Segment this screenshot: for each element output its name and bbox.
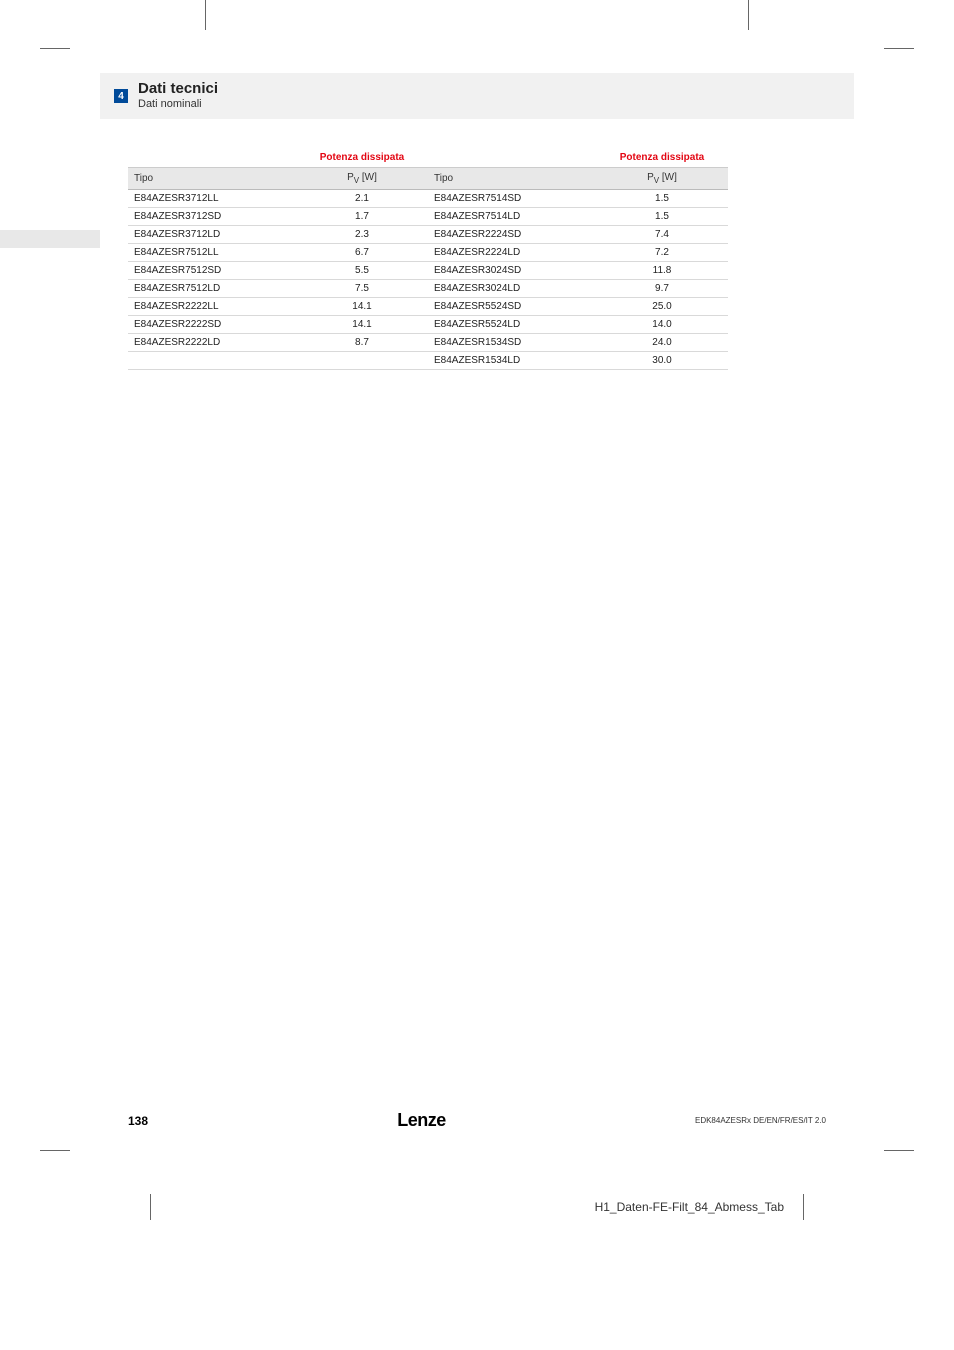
doc-code: EDK84AZESRx DE/EN/FR/ES/IT 2.0 (695, 1116, 826, 1125)
cell-tipo-r: E84AZESR7514LD (428, 208, 596, 226)
cell-tipo-r: E84AZESR3024LD (428, 280, 596, 298)
table-header-tipo-l: Tipo (128, 168, 296, 190)
cell-tipo-r: E84AZESR7514SD (428, 190, 596, 208)
cell-tipo-r: E84AZESR1534LD (428, 352, 596, 370)
cell-val-l: 14.1 (296, 316, 428, 334)
cell-tipo-l: E84AZESR2222LL (128, 298, 296, 316)
crop-mark (884, 48, 914, 49)
cell-val-l: 1.7 (296, 208, 428, 226)
cell-val-l: 14.1 (296, 298, 428, 316)
section-number-box: 4 (114, 89, 128, 103)
cell-val-l: 5.5 (296, 262, 428, 280)
slug-mark (803, 1194, 804, 1220)
table-header-blank (128, 148, 296, 168)
brand-logo: Lenze (397, 1110, 446, 1131)
cell-val-r: 14.0 (596, 316, 728, 334)
cell-val-r: 7.2 (596, 244, 728, 262)
cell-val-r: 1.5 (596, 190, 728, 208)
cell-tipo-r: E84AZESR3024SD (428, 262, 596, 280)
pv-bracket: [W] (359, 172, 377, 183)
pv-p: P (647, 172, 654, 183)
table-row: E84AZESR1534LD30.0 (128, 352, 728, 370)
header-subtitle: Dati nominali (138, 98, 218, 111)
crop-mark (40, 1150, 70, 1151)
cell-val-l: 8.7 (296, 334, 428, 352)
cell-val-r: 25.0 (596, 298, 728, 316)
cell-val-r: 9.7 (596, 280, 728, 298)
table-header-potenza-l: Potenza dissipata (296, 148, 428, 168)
page-header: 4 Dati tecnici Dati nominali (100, 73, 854, 119)
cell-val-l: 2.3 (296, 226, 428, 244)
page-footer: 138 Lenze EDK84AZESRx DE/EN/FR/ES/IT 2.0 (128, 1110, 826, 1131)
section-number: 4 (118, 91, 124, 102)
table-row: E84AZESR3712SD1.7E84AZESR7514LD1.5 (128, 208, 728, 226)
pv-bracket: [W] (659, 172, 677, 183)
cell-val-l: 2.1 (296, 190, 428, 208)
data-table: Potenza dissipata Potenza dissipata Tipo… (128, 148, 728, 370)
table-header-potenza-r: Potenza dissipata (596, 148, 728, 168)
table-header-unit-l: PV [W] (296, 168, 428, 190)
cell-tipo-r: E84AZESR1534SD (428, 334, 596, 352)
crop-mark (205, 0, 206, 30)
cell-val-r: 24.0 (596, 334, 728, 352)
cell-val-r: 7.4 (596, 226, 728, 244)
table-row: E84AZESR7512SD5.5E84AZESR3024SD11.8 (128, 262, 728, 280)
slug-text: H1_Daten-FE-Filt_84_Abmess_Tab (0, 1200, 784, 1214)
table-row: E84AZESR2222LL14.1E84AZESR5524SD25.0 (128, 298, 728, 316)
cell-tipo-l: E84AZESR3712LL (128, 190, 296, 208)
cell-tipo-l: E84AZESR2222SD (128, 316, 296, 334)
table-header-unit-r: PV [W] (596, 168, 728, 190)
table-row: E84AZESR7512LD7.5E84AZESR3024LD9.7 (128, 280, 728, 298)
cell-tipo-r: E84AZESR2224SD (428, 226, 596, 244)
cell-val-l: 7.5 (296, 280, 428, 298)
cell-val-r: 1.5 (596, 208, 728, 226)
cell-tipo-l (128, 352, 296, 370)
table-row: E84AZESR3712LL2.1E84AZESR7514SD1.5 (128, 190, 728, 208)
table-row: E84AZESR7512LL6.7E84AZESR2224LD7.2 (128, 244, 728, 262)
header-title: Dati tecnici (138, 81, 218, 98)
cell-tipo-r: E84AZESR5524SD (428, 298, 596, 316)
page-number: 138 (128, 1114, 148, 1128)
cell-val-r: 30.0 (596, 352, 728, 370)
table-row: E84AZESR2222SD14.1E84AZESR5524LD14.0 (128, 316, 728, 334)
table-row: E84AZESR2222LD8.7E84AZESR1534SD24.0 (128, 334, 728, 352)
cell-tipo-l: E84AZESR7512LL (128, 244, 296, 262)
cell-val-r: 11.8 (596, 262, 728, 280)
cell-val-l: 6.7 (296, 244, 428, 262)
cell-tipo-l: E84AZESR2222LD (128, 334, 296, 352)
crop-mark (40, 48, 70, 49)
cell-tipo-l: E84AZESR7512SD (128, 262, 296, 280)
table-header-row-1: Potenza dissipata Potenza dissipata (128, 148, 728, 168)
table-row: E84AZESR3712LD2.3E84AZESR2224SD7.4 (128, 226, 728, 244)
table-header-row-2: Tipo PV [W] Tipo PV [W] (128, 168, 728, 190)
cell-tipo-l: E84AZESR3712LD (128, 226, 296, 244)
cell-tipo-r: E84AZESR5524LD (428, 316, 596, 334)
crop-mark (748, 0, 749, 30)
table-body: E84AZESR3712LL2.1E84AZESR7514SD1.5 E84AZ… (128, 190, 728, 370)
cell-tipo-r: E84AZESR2224LD (428, 244, 596, 262)
crop-mark (884, 1150, 914, 1151)
header-text: Dati tecnici Dati nominali (138, 81, 218, 111)
cell-tipo-l: E84AZESR3712SD (128, 208, 296, 226)
data-table-container: Potenza dissipata Potenza dissipata Tipo… (128, 148, 728, 370)
cell-val-l (296, 352, 428, 370)
pv-p: P (347, 172, 354, 183)
table-header-blank (428, 148, 596, 168)
table-header-tipo-r: Tipo (428, 168, 596, 190)
side-tab (0, 230, 100, 248)
cell-tipo-l: E84AZESR7512LD (128, 280, 296, 298)
slug-mark (150, 1194, 151, 1220)
